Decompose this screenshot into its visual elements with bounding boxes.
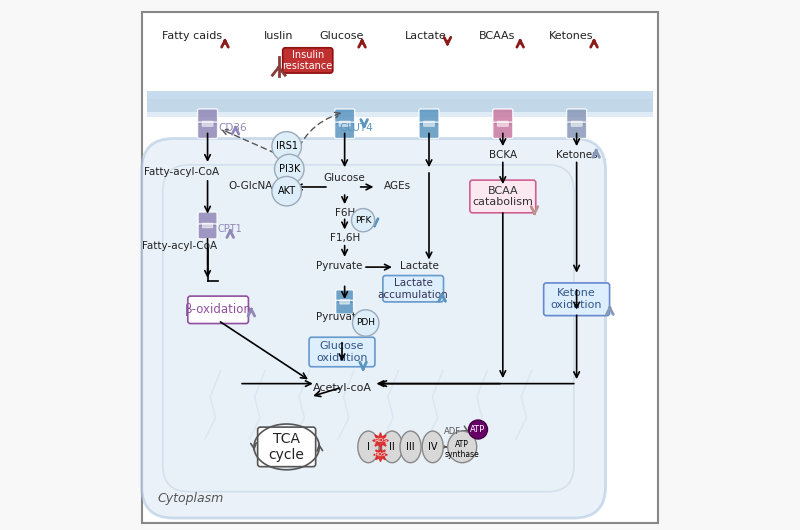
FancyBboxPatch shape	[282, 48, 333, 73]
Text: Insulin
resistance: Insulin resistance	[282, 50, 333, 71]
Text: GLUT4: GLUT4	[339, 123, 373, 133]
Text: I: I	[367, 442, 370, 452]
Text: AKT: AKT	[278, 186, 296, 196]
Text: BCAAs: BCAAs	[479, 31, 516, 41]
Text: Ketone
oxidation: Ketone oxidation	[551, 288, 602, 310]
FancyBboxPatch shape	[198, 224, 217, 239]
Text: Glucose: Glucose	[324, 173, 366, 183]
FancyBboxPatch shape	[198, 122, 218, 138]
Text: Cytoplasm: Cytoplasm	[158, 492, 224, 505]
Circle shape	[274, 154, 304, 184]
Text: Glucose
oxidation: Glucose oxidation	[316, 341, 368, 363]
Text: ROS: ROS	[374, 452, 386, 457]
Circle shape	[469, 420, 487, 439]
Text: PI3K: PI3K	[278, 164, 300, 174]
Text: III: III	[406, 442, 415, 452]
Text: IV: IV	[428, 442, 438, 452]
Text: Lactate: Lactate	[400, 261, 439, 271]
Text: Glucose: Glucose	[320, 31, 364, 41]
FancyBboxPatch shape	[383, 276, 443, 302]
Text: Acetyl-coA: Acetyl-coA	[313, 383, 371, 393]
FancyBboxPatch shape	[202, 121, 213, 126]
FancyBboxPatch shape	[188, 296, 249, 323]
Text: BCAA
catabolism: BCAA catabolism	[472, 186, 534, 207]
Text: AGEs: AGEs	[384, 181, 411, 191]
FancyBboxPatch shape	[493, 122, 513, 138]
FancyBboxPatch shape	[142, 138, 606, 518]
FancyBboxPatch shape	[198, 109, 218, 125]
FancyBboxPatch shape	[142, 12, 658, 523]
Ellipse shape	[382, 431, 402, 463]
Ellipse shape	[358, 431, 379, 463]
Text: Ketones: Ketones	[556, 150, 598, 160]
Text: Iuslin: Iuslin	[264, 31, 294, 41]
Bar	[147, 111, 653, 117]
Text: BCKA: BCKA	[489, 150, 517, 160]
Text: Fatty-acyl-CoA: Fatty-acyl-CoA	[144, 167, 218, 178]
Text: O-GlcNAc: O-GlcNAc	[229, 181, 278, 191]
Text: II: II	[390, 442, 395, 452]
Polygon shape	[374, 448, 387, 462]
Circle shape	[272, 176, 302, 206]
Text: IRS1: IRS1	[276, 142, 298, 152]
FancyBboxPatch shape	[334, 122, 354, 138]
Text: CD36: CD36	[218, 123, 246, 133]
Text: ROS: ROS	[374, 438, 387, 443]
FancyBboxPatch shape	[493, 109, 513, 125]
Polygon shape	[373, 432, 389, 448]
FancyBboxPatch shape	[309, 337, 375, 367]
FancyBboxPatch shape	[566, 109, 586, 125]
FancyBboxPatch shape	[340, 299, 350, 304]
Bar	[147, 99, 653, 112]
Ellipse shape	[400, 431, 421, 463]
Text: Fatty-acyl-CoA: Fatty-acyl-CoA	[142, 241, 217, 251]
FancyBboxPatch shape	[419, 109, 439, 125]
Text: Pyruvate: Pyruvate	[316, 313, 362, 322]
FancyBboxPatch shape	[544, 283, 610, 315]
Bar	[147, 91, 653, 99]
Text: Lactate
accumulation: Lactate accumulation	[378, 278, 449, 299]
Text: Ketones: Ketones	[549, 31, 594, 41]
FancyBboxPatch shape	[162, 165, 574, 492]
Circle shape	[272, 131, 302, 161]
FancyBboxPatch shape	[334, 109, 354, 125]
Text: β-oxidation: β-oxidation	[185, 303, 251, 316]
Text: TCA
cycle: TCA cycle	[269, 432, 305, 462]
FancyBboxPatch shape	[470, 180, 536, 213]
Text: PFK: PFK	[355, 216, 371, 225]
Text: F1,6H: F1,6H	[330, 233, 360, 243]
Ellipse shape	[422, 431, 443, 463]
FancyBboxPatch shape	[498, 121, 508, 126]
Text: PDH: PDH	[356, 319, 375, 328]
FancyBboxPatch shape	[571, 121, 582, 126]
FancyBboxPatch shape	[198, 212, 217, 227]
Text: Lactate: Lactate	[405, 31, 446, 41]
Text: F6H: F6H	[334, 208, 354, 218]
FancyBboxPatch shape	[339, 121, 350, 126]
FancyBboxPatch shape	[419, 122, 439, 138]
FancyBboxPatch shape	[336, 290, 354, 304]
Ellipse shape	[448, 431, 477, 463]
FancyBboxPatch shape	[258, 427, 316, 466]
Text: ATP
synthase: ATP synthase	[445, 440, 479, 459]
Circle shape	[351, 209, 374, 232]
FancyBboxPatch shape	[336, 301, 354, 314]
Circle shape	[353, 310, 379, 336]
FancyBboxPatch shape	[202, 223, 213, 228]
Text: CPT1: CPT1	[217, 224, 242, 234]
Text: Fatty caids: Fatty caids	[162, 31, 222, 41]
Text: Pyruvate: Pyruvate	[316, 261, 362, 271]
Text: ATP: ATP	[470, 425, 486, 434]
FancyBboxPatch shape	[566, 122, 586, 138]
Text: ADF: ADF	[444, 427, 462, 436]
FancyBboxPatch shape	[423, 121, 434, 126]
